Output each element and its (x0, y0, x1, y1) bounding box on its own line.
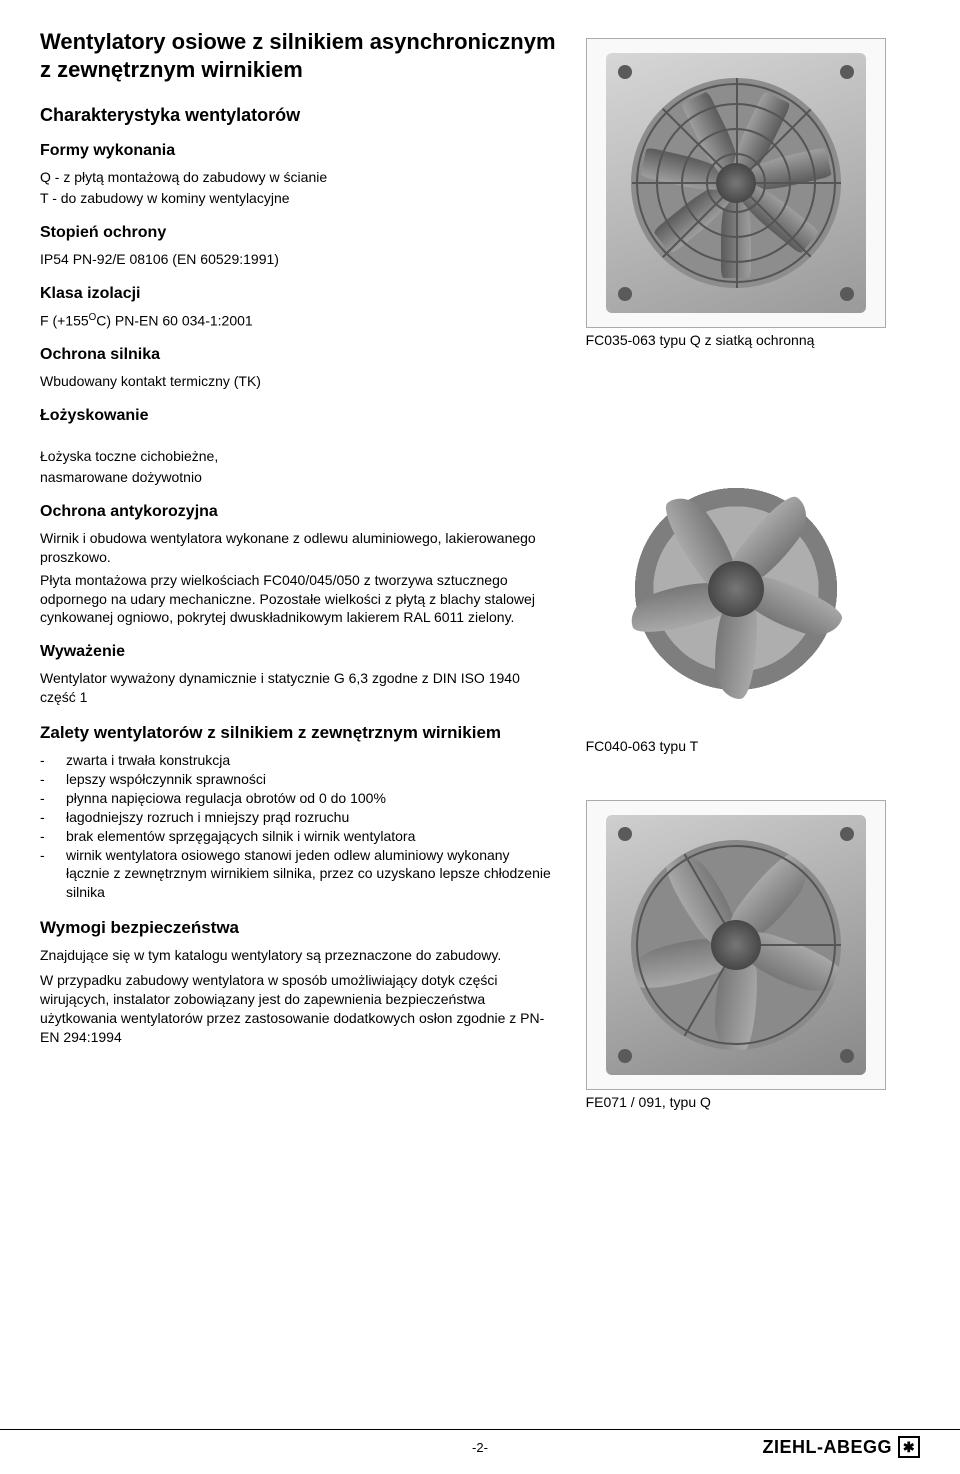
section-antykor-heading: Ochrona antykorozyjna (40, 503, 556, 521)
lozyskowanie-body1: Łożyska toczne cichobieżne, (40, 447, 556, 466)
antykor-p1: Wirnik i obudowa wentylatora wykonane z … (40, 529, 556, 567)
lozyskowanie-body2: nasmarowane dożywotnio (40, 468, 556, 487)
section-stopien-heading: Stopień ochrony (40, 224, 556, 242)
title-line2: z zewnętrznym wirnikiem (40, 57, 303, 82)
klasa-pre: F (+155 (40, 312, 89, 328)
formy-line2: T - do zabudowy w kominy wentylacyjne (40, 189, 556, 208)
list-item: płynna napięciowa regulacja obrotów od 0… (40, 789, 556, 808)
zalety-list: zwarta i trwała konstrukcja lepszy współ… (40, 751, 556, 902)
section-lozyskowanie-heading: Łożyskowanie (40, 407, 556, 425)
section-ochrona-silnika-heading: Ochrona silnika (40, 346, 556, 364)
figure-3-caption: FE071 / 091, typu Q (586, 1094, 920, 1110)
list-item: wirnik wentylatora osiowego stanowi jede… (40, 846, 556, 903)
stopien-body: IP54 PN-92/E 08106 (EN 60529:1991) (40, 250, 556, 269)
title-line1: Wentylatory osiowe z silnikiem asynchron… (40, 29, 556, 54)
ochrona-silnika-body: Wbudowany kontakt termiczny (TK) (40, 372, 556, 391)
page-number: -2- (472, 1440, 488, 1455)
figure-1: FC035-063 typu Q z siatką ochronną (586, 38, 920, 348)
page-title: Wentylatory osiowe z silnikiem asynchron… (40, 28, 556, 83)
list-item: lepszy współczynnik sprawności (40, 770, 556, 789)
figure-2-image (586, 444, 886, 734)
list-item: brak elementów sprzęgających silnik i wi… (40, 827, 556, 846)
section-wywazenie-heading: Wyważenie (40, 643, 556, 661)
page-footer: -2- ZIEHL-ABEGG ✱ (0, 1429, 960, 1458)
list-item: łagodniejszy rozruch i mniejszy prąd roz… (40, 808, 556, 827)
brand-icon: ✱ (898, 1436, 920, 1458)
section-formy-heading: Formy wykonania (40, 142, 556, 160)
figure-3-image (586, 800, 886, 1090)
wywazenie-body: Wentylator wyważony dynamicznie i statyc… (40, 669, 556, 707)
brand-logo: ZIEHL-ABEGG ✱ (763, 1436, 921, 1458)
klasa-body: F (+155OC) PN-EN 60 034-1:2001 (40, 311, 556, 331)
wymogi-p1: Znajdujące się w tym katalogu wentylator… (40, 946, 556, 965)
figure-3: FE071 / 091, typu Q (586, 800, 920, 1110)
section-zalety-heading: Zalety wentylatorów z silnikiem z zewnęt… (40, 723, 556, 743)
brand-text: ZIEHL-ABEGG (763, 1437, 893, 1458)
section-klasa-heading: Klasa izolacji (40, 285, 556, 303)
subtitle: Charakterystyka wentylatorów (40, 105, 556, 126)
figure-1-image (586, 38, 886, 328)
list-item: zwarta i trwała konstrukcja (40, 751, 556, 770)
formy-line1: Q - z płytą montażową do zabudowy w ścia… (40, 168, 556, 187)
section-wymogi-heading: Wymogi bezpieczeństwa (40, 918, 556, 938)
figure-2: FC040-063 typu T (586, 444, 920, 754)
figure-1-caption: FC035-063 typu Q z siatką ochronną (586, 332, 920, 348)
figure-2-caption: FC040-063 typu T (586, 738, 920, 754)
klasa-post: C) PN-EN 60 034-1:2001 (96, 312, 252, 328)
antykor-p2: Płyta montażowa przy wielkościach FC040/… (40, 571, 556, 628)
wymogi-p2: W przypadku zabudowy wentylatora w sposó… (40, 971, 556, 1047)
